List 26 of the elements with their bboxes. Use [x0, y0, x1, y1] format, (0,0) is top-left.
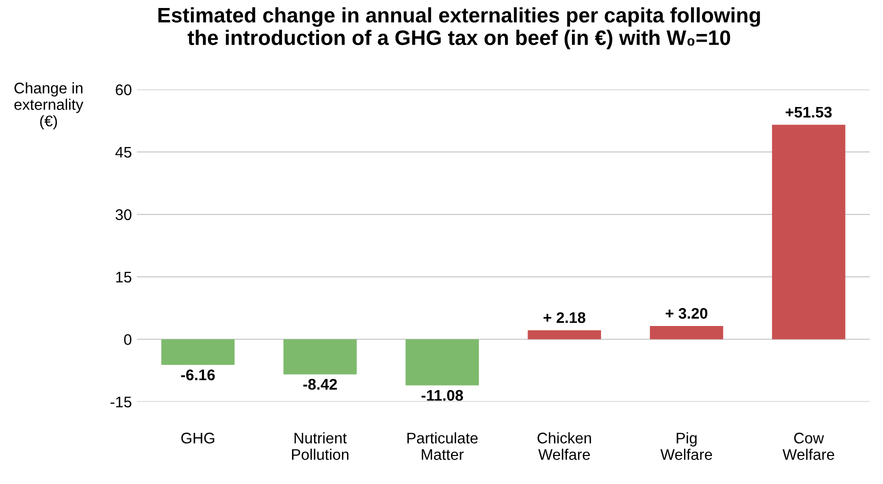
- y-tick-label: 0: [124, 334, 132, 345]
- bar: [650, 326, 724, 340]
- y-tick-label: 60: [116, 84, 132, 96]
- bar: [161, 339, 235, 365]
- data-label: -11.08: [422, 390, 464, 401]
- x-tick-label: Pig Welfare: [660, 432, 712, 460]
- chart-title: Estimated change in annual externalities per capita following the introduction of a GHG tax on beef (in €) with W₀=10: [158, 7, 760, 50]
- data-label: +51.53: [786, 106, 832, 118]
- y-tick-label: 30: [116, 209, 132, 220]
- x-tick-label: Chicken Welfare: [538, 432, 591, 460]
- x-tick-label: Particulate Matter: [407, 432, 478, 460]
- data-label: + 3.20: [666, 308, 708, 319]
- data-label: -8.42: [303, 378, 337, 390]
- bar: [772, 124, 846, 340]
- y-axis-title: Change in externality (€): [14, 82, 84, 130]
- bar: [528, 330, 602, 340]
- bar: [406, 339, 479, 386]
- y-tick-label: -15: [110, 396, 132, 408]
- x-tick-label: Cow Welfare: [782, 432, 834, 460]
- x-tick-label: Nutrient Pollution: [292, 432, 348, 460]
- data-label: -6.16: [181, 369, 215, 380]
- y-tick-label: 45: [115, 147, 132, 158]
- y-tick-label: 15: [116, 272, 132, 283]
- bar: [283, 339, 357, 374]
- x-tick-label: GHG: [181, 432, 214, 444]
- data-label: + 2.18: [544, 312, 586, 324]
